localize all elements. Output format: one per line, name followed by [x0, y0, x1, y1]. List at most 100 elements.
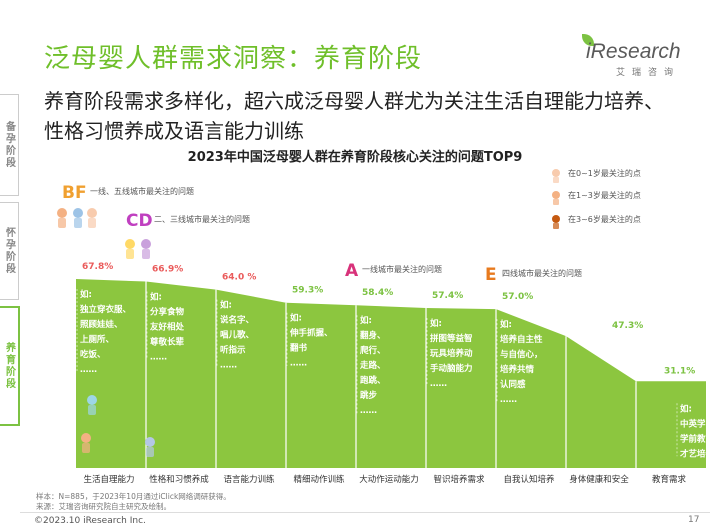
bar-example-text: 学前教育: [680, 433, 710, 444]
bar-example-text: 友好相处: [149, 322, 185, 333]
age-legend-label: 在0~1岁最关注的点: [568, 168, 641, 178]
city-letter-badge: BF: [62, 183, 87, 203]
city-legend-label: 四线城市最关注的问题: [502, 268, 582, 278]
bar-example-text: 玩具培养动: [430, 348, 473, 359]
baby-icon: [552, 169, 560, 177]
kid-head-icon: [141, 239, 151, 249]
value-label: 47.3%: [612, 321, 643, 331]
footer-divider: [20, 512, 710, 513]
bar-chart: 67.8% 66.9% 64.0 % 59.3% 58.4% 57.4% 57.0% 47.3…: [57, 168, 710, 485]
bar-example-text: 如:: [500, 319, 512, 330]
kid-body-icon: [126, 249, 134, 259]
bar-example-text: 照顾娃娃、: [80, 319, 123, 330]
bar-example-text: ……: [500, 395, 517, 405]
bar-example-text: 跑跳、: [360, 375, 386, 386]
bar-example-text: ……: [360, 406, 377, 416]
bar-example-text: 上厕所、: [80, 334, 114, 345]
value-label: 57.4%: [432, 291, 463, 301]
bar-example-text: ……: [290, 359, 307, 369]
category-label: 性格和习惯养成: [149, 474, 209, 485]
kid-head-icon: [125, 239, 135, 249]
kid-head-icon: [81, 433, 91, 443]
city-letter-badge: E: [485, 265, 497, 285]
city-legend-label: 二、三线城市最关注的问题: [154, 214, 250, 224]
city-legend-label: 一线、五线城市最关注的问题: [90, 186, 194, 196]
bar-example-text: 拼图等益智: [430, 333, 473, 344]
bar-example-text: 说名字、: [220, 315, 254, 326]
bar-example-text: 分享食物: [150, 307, 185, 318]
sample-note: 样本：N=885，于2023年10月通过iClick网络调研获得。: [36, 492, 231, 501]
bar-example-text: 如:: [290, 313, 302, 324]
kid-body-icon: [58, 218, 66, 228]
bar-example-text: 听指示: [220, 345, 246, 356]
side-tab-1[interactable]: 备孕阶段: [0, 94, 19, 196]
logo-chinese: 艾瑞咨询: [616, 68, 681, 78]
bar-example-text: 培养自主性: [500, 334, 543, 345]
bar-example-text: 如:: [220, 300, 232, 311]
bar-example-text: 与自信心，: [500, 349, 543, 360]
category-label: 自我认知培养: [503, 474, 555, 485]
bar-example-text: 爬行、: [359, 345, 386, 356]
bar-example-text: 如:: [680, 403, 692, 414]
category-label: 语言能力训练: [223, 474, 275, 485]
side-tab-3[interactable]: 养育阶段: [0, 306, 20, 426]
value-label: 59.3%: [292, 286, 323, 296]
value-label: 66.9%: [152, 265, 183, 275]
bar-example-text: 培养共情: [500, 364, 535, 375]
age-legend-label: 在1~3岁最关注的点: [568, 190, 641, 200]
child-icon: [552, 215, 560, 223]
bar-example-text: 走路、: [359, 360, 386, 371]
kid-body-icon: [88, 405, 96, 415]
bar-example-text: 如:: [360, 315, 372, 326]
category-label: 大动作运动能力: [359, 474, 419, 485]
value-label: 57.0%: [502, 292, 533, 302]
footer-source: 样本：N=885，于2023年10月通过iClick网络调研获得。 来源：艾瑞咨…: [36, 492, 231, 512]
value-label: 58.4%: [362, 288, 393, 298]
copyright: ©2023.10 iResearch Inc.: [34, 516, 146, 526]
bar-example-text: 认同感: [500, 379, 526, 390]
source-note: 来源：艾瑞咨询研究院自主研究及绘制。: [36, 502, 171, 511]
category-label: 身体健康和安全: [569, 474, 629, 485]
page-number: 17: [688, 515, 700, 525]
logo-wordmark: iResearch: [586, 40, 681, 63]
category-label: 生活自理能力: [83, 474, 134, 485]
toddler-icon-body: [553, 199, 559, 205]
kid-body-icon: [74, 218, 82, 228]
age-legend-label: 在3~6岁最关注的点: [568, 214, 641, 224]
bar-example-text: 翻书: [290, 343, 308, 354]
bar-example-text: 伸手抓握、: [289, 328, 333, 339]
side-tab-2[interactable]: 怀孕阶段: [0, 202, 19, 300]
chart-area: [76, 279, 706, 468]
bar-example-text: 才艺培养: [679, 448, 710, 459]
kid-body-icon: [146, 447, 154, 457]
city-letter-badge: CD: [126, 211, 153, 231]
bar-example-text: ……: [80, 365, 97, 375]
kid-body-icon: [82, 443, 90, 453]
kid-body-icon: [88, 218, 96, 228]
bar-example-text: 唱儿歌、: [220, 330, 254, 341]
subtitle: 养育阶段需求多样化，超六成泛母婴人群尤为关注生活自理能力培养、性格习惯养成及语言…: [44, 89, 664, 143]
child-icon-body: [553, 223, 559, 229]
category-label: 智识培养需求: [433, 474, 485, 485]
kid-head-icon: [87, 395, 97, 405]
bar-example-text: 吃饭、: [80, 349, 106, 360]
value-label: 31.1%: [664, 366, 695, 376]
page-title: 泛母婴人群需求洞察：养育阶段: [44, 44, 423, 74]
city-letter-badge: A: [345, 261, 359, 281]
kid-head-icon: [87, 208, 97, 218]
baby-icon-body: [553, 177, 559, 183]
city-legend-label: 一线城市最关注的问题: [362, 264, 442, 274]
category-label: 教育需求: [652, 474, 687, 485]
bar-example-text: ……: [430, 379, 447, 389]
kid-head-icon: [145, 437, 155, 447]
bar-example-text: 中英学习: [680, 418, 710, 429]
kid-head-icon: [73, 208, 83, 218]
category-label: 精细动作训练: [293, 474, 345, 485]
bar-example-text: 跳步: [360, 390, 378, 401]
bar-example-text: 翻身、: [360, 330, 386, 341]
bar-example-text: ……: [150, 353, 167, 363]
bar-example-text: 如:: [150, 292, 162, 303]
kid-head-icon: [57, 208, 67, 218]
chart-title: 2023年中国泛母婴人群在养育阶段核心关注的问题TOP9: [187, 150, 523, 165]
value-label: 67.8%: [82, 262, 113, 272]
